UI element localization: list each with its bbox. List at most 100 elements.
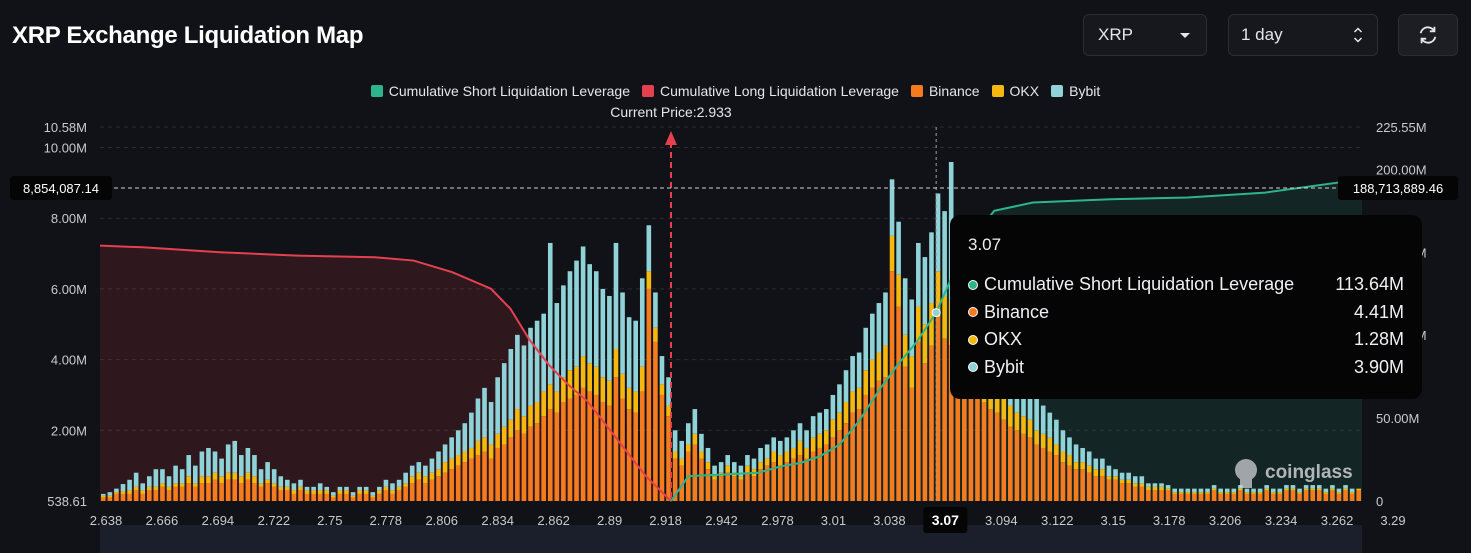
tooltip-row-okx: OKX 1.28M — [968, 326, 1404, 354]
bar-okx — [482, 437, 487, 452]
bar-bybit — [929, 232, 934, 304]
bar-okx — [291, 490, 297, 494]
bar-bybit — [758, 447, 763, 463]
refresh-button[interactable] — [1398, 14, 1458, 56]
legend-label: OKX — [1009, 83, 1040, 99]
bar-okx — [791, 447, 796, 459]
tooltip-title: 3.07 — [968, 235, 1002, 254]
bar-binance — [449, 469, 454, 501]
bar-okx — [1224, 492, 1230, 494]
period-select[interactable]: 1 day — [1228, 14, 1378, 56]
bar-bybit — [1126, 472, 1131, 480]
bar-okx — [856, 387, 862, 410]
bar-bybit — [541, 313, 546, 392]
bar-bybit — [922, 257, 928, 325]
bar-okx — [1251, 492, 1256, 494]
bar-bybit — [173, 465, 178, 484]
bar-okx — [1060, 451, 1066, 463]
bar-okx — [902, 334, 908, 367]
bar-bybit — [225, 444, 231, 473]
bar-okx — [745, 465, 750, 473]
bar-bybit — [133, 472, 139, 487]
bar-binance — [521, 433, 527, 501]
bar-binance — [607, 405, 612, 501]
bar-okx — [107, 495, 113, 498]
bar-okx — [593, 366, 599, 395]
bar-binance — [679, 465, 685, 501]
bar-okx — [659, 384, 665, 395]
legend-okx[interactable]: OKX — [991, 83, 1040, 99]
bar-bybit — [186, 455, 192, 477]
bar-binance — [738, 479, 744, 501]
bar-binance — [712, 479, 717, 501]
bar-bybit — [1165, 485, 1171, 489]
bar-okx — [863, 370, 869, 395]
bar-bybit — [1257, 488, 1263, 493]
bar-binance — [574, 394, 579, 501]
bar-okx — [1244, 492, 1250, 494]
bar-binance — [179, 486, 185, 501]
current-price-label: Current Price:2.933 — [610, 104, 732, 120]
bar-binance — [258, 486, 264, 501]
bar-binance — [140, 493, 146, 501]
bar-binance — [442, 472, 448, 501]
bar-okx — [777, 455, 783, 466]
bar-bybit — [870, 313, 875, 360]
bar-bybit — [166, 476, 172, 487]
legend-label: Cumulative Long Liquidation Leverage — [660, 83, 899, 99]
bar-okx — [1106, 476, 1112, 480]
bar-bybit — [1218, 488, 1223, 493]
bar-okx — [1330, 488, 1335, 491]
bar-binance — [403, 486, 408, 501]
bar-binance — [1297, 493, 1302, 501]
bar-okx — [1139, 483, 1145, 487]
bar-binance — [580, 387, 586, 501]
bar-okx — [1132, 483, 1138, 487]
bar-bybit — [830, 394, 836, 420]
bar-okx — [429, 472, 435, 480]
bar-bybit — [1146, 483, 1151, 487]
y-right-tick-label: 50.00M — [1376, 411, 1419, 426]
bar-bybit — [363, 486, 369, 491]
bar-bybit — [508, 348, 514, 420]
bar-bybit — [883, 292, 888, 346]
bar-binance — [666, 416, 671, 501]
bar-okx — [278, 486, 284, 491]
coin-select[interactable]: XRP — [1083, 14, 1207, 56]
legend-binance[interactable]: Binance — [910, 83, 980, 99]
bar-bybit — [331, 492, 336, 496]
bar-binance — [600, 402, 606, 501]
bar-okx — [298, 486, 303, 491]
bar-okx — [1238, 488, 1243, 491]
chart-legend: Cumulative Short Liquidation Leverage Cu… — [0, 83, 1471, 99]
bar-okx — [1159, 486, 1164, 491]
bar-bybit — [1139, 476, 1145, 484]
bar-binance — [777, 465, 783, 501]
bar-okx — [817, 433, 823, 448]
bar-binance — [1284, 490, 1289, 501]
bar-bybit — [1132, 476, 1138, 484]
bar-okx — [114, 492, 119, 494]
bar-bybit — [1178, 488, 1184, 493]
bar-binance — [534, 423, 540, 501]
bar-binance — [593, 394, 599, 501]
bar-binance — [830, 437, 836, 501]
bar-okx — [166, 486, 172, 491]
x-tick-label: 3.29 — [1380, 513, 1405, 528]
bar-okx — [133, 486, 139, 491]
legend-long-cum[interactable]: Cumulative Long Liquidation Leverage — [642, 83, 899, 99]
bar-binance — [725, 472, 731, 501]
bar-binance — [1054, 455, 1059, 501]
bar-binance — [528, 426, 533, 501]
legend-bybit[interactable]: Bybit — [1051, 83, 1100, 99]
bar-binance — [133, 490, 139, 501]
bar-bybit — [370, 492, 376, 496]
bar-bybit — [574, 260, 579, 367]
bar-okx — [554, 391, 560, 413]
bar-binance — [462, 462, 468, 501]
bar-bybit — [666, 377, 671, 406]
bar-bybit — [620, 292, 625, 374]
bar-okx — [1040, 433, 1046, 448]
legend-short-cum[interactable]: Cumulative Short Liquidation Leverage — [370, 83, 630, 99]
x-tick-label: 2.89 — [597, 513, 622, 528]
